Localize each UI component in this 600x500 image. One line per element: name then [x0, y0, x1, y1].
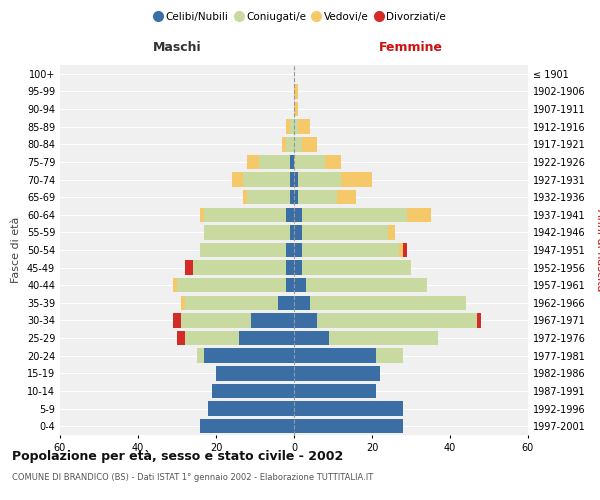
Bar	[294, 154, 325, 169]
Bar	[177, 331, 185, 345]
Bar	[247, 190, 290, 204]
Bar	[286, 208, 294, 222]
Bar	[200, 419, 294, 434]
Bar	[290, 120, 294, 134]
Bar	[216, 366, 294, 380]
Bar	[181, 314, 251, 328]
Bar	[294, 278, 306, 292]
Bar	[400, 243, 403, 257]
Y-axis label: Anni di nascita: Anni di nascita	[595, 209, 600, 291]
Text: COMUNE DI BRANDICO (BS) - Dati ISTAT 1° gennaio 2002 - Elaborazione TUTTITALIA.I: COMUNE DI BRANDICO (BS) - Dati ISTAT 1° …	[12, 472, 373, 482]
Bar	[286, 278, 294, 292]
Bar	[294, 314, 317, 328]
Bar	[290, 172, 294, 186]
Bar	[294, 225, 302, 240]
Bar	[200, 208, 204, 222]
Bar	[239, 331, 294, 345]
Bar	[173, 314, 181, 328]
Bar	[302, 243, 400, 257]
Bar	[278, 296, 294, 310]
Bar	[337, 190, 356, 204]
Bar	[310, 296, 466, 310]
Y-axis label: Fasce di età: Fasce di età	[11, 217, 21, 283]
Bar	[325, 154, 341, 169]
Bar	[197, 348, 204, 363]
Bar	[298, 190, 337, 204]
Bar	[244, 190, 247, 204]
Bar	[294, 243, 302, 257]
Bar	[478, 314, 481, 328]
Text: Maschi: Maschi	[152, 42, 202, 54]
Bar	[185, 331, 239, 345]
Bar	[286, 120, 290, 134]
Bar	[286, 260, 294, 275]
Bar	[232, 172, 244, 186]
Bar	[294, 331, 329, 345]
Bar	[290, 225, 294, 240]
Text: Popolazione per età, sesso e stato civile - 2002: Popolazione per età, sesso e stato civil…	[12, 450, 343, 463]
Bar	[294, 402, 403, 416]
Bar	[193, 260, 286, 275]
Text: Femmine: Femmine	[379, 42, 443, 54]
Bar	[294, 260, 302, 275]
Bar	[244, 172, 290, 186]
Bar	[302, 208, 407, 222]
Bar	[204, 208, 286, 222]
Bar	[181, 296, 185, 310]
Bar	[251, 314, 294, 328]
Bar	[403, 243, 407, 257]
Bar	[204, 225, 290, 240]
Bar	[294, 190, 298, 204]
Bar	[302, 225, 388, 240]
Bar	[298, 172, 341, 186]
Bar	[302, 260, 411, 275]
Bar	[407, 208, 431, 222]
Bar	[283, 137, 286, 152]
Bar	[294, 208, 302, 222]
Bar	[247, 154, 259, 169]
Bar	[294, 384, 376, 398]
Bar	[204, 348, 294, 363]
Bar	[259, 154, 290, 169]
Bar	[388, 225, 395, 240]
Bar	[294, 120, 298, 134]
Bar	[173, 278, 177, 292]
Bar	[302, 137, 317, 152]
Bar	[294, 296, 310, 310]
Bar	[294, 172, 298, 186]
Legend: Celibi/Nubili, Coniugati/e, Vedovi/e, Divorziati/e: Celibi/Nubili, Coniugati/e, Vedovi/e, Di…	[150, 8, 450, 26]
Bar	[185, 296, 278, 310]
Bar	[376, 348, 403, 363]
Bar	[294, 137, 302, 152]
Bar	[290, 190, 294, 204]
Bar	[329, 331, 438, 345]
Bar	[212, 384, 294, 398]
Bar	[200, 243, 286, 257]
Bar	[177, 278, 286, 292]
Bar	[286, 137, 294, 152]
Bar	[294, 366, 380, 380]
Bar	[294, 84, 298, 98]
Bar	[208, 402, 294, 416]
Bar	[294, 348, 376, 363]
Bar	[306, 278, 427, 292]
Bar	[294, 419, 403, 434]
Bar	[185, 260, 193, 275]
Bar	[298, 120, 310, 134]
Bar	[341, 172, 372, 186]
Bar	[294, 102, 298, 117]
Bar	[290, 154, 294, 169]
Bar	[286, 243, 294, 257]
Bar	[317, 314, 478, 328]
